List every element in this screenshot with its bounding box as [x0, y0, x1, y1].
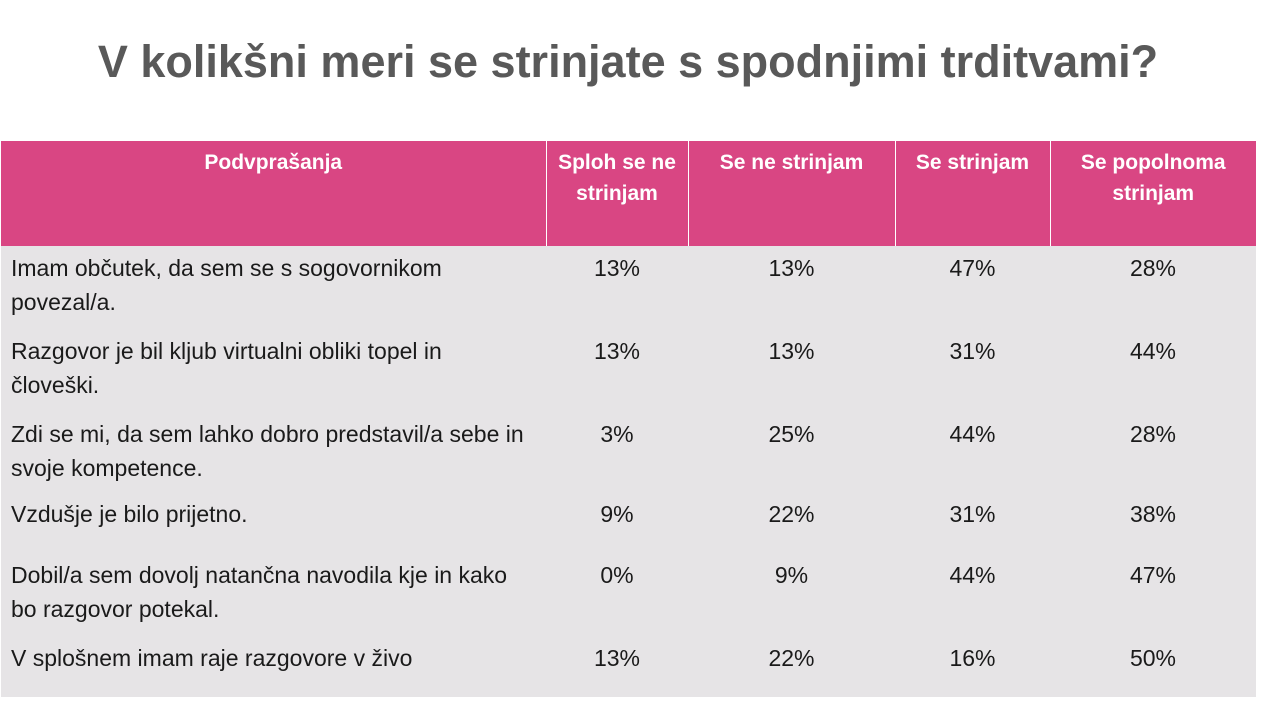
header-disagree: Se ne strinjam: [687, 141, 895, 246]
statement-cell: Dobil/a sem dovolj natančna navodila kje…: [1, 553, 546, 636]
value-cell: 22%: [688, 636, 895, 697]
table-row: Dobil/a sem dovolj natančna navodila kje…: [1, 553, 1256, 636]
value-cell: 47%: [895, 246, 1050, 329]
header-row: Podvprašanja Sploh se ne strinjam Se ne …: [1, 141, 1256, 246]
value-cell: 28%: [1050, 412, 1256, 492]
statement-cell: V splošnem imam raje razgovore v živo: [1, 636, 546, 697]
value-cell: 16%: [895, 636, 1050, 697]
table-row: Imam občutek, da sem se s sogovornikom p…: [1, 246, 1256, 329]
table-row: Vzdušje je bilo prijetno. 9% 22% 31% 38%: [1, 492, 1256, 553]
value-cell: 22%: [688, 492, 895, 553]
value-cell: 25%: [688, 412, 895, 492]
survey-table: Podvprašanja Sploh se ne strinjam Se ne …: [1, 141, 1256, 697]
value-cell: 13%: [688, 246, 895, 329]
value-cell: 28%: [1050, 246, 1256, 329]
value-cell: 31%: [895, 329, 1050, 412]
value-cell: 47%: [1050, 553, 1256, 636]
value-cell: 44%: [1050, 329, 1256, 412]
value-cell: 50%: [1050, 636, 1256, 697]
value-cell: 31%: [895, 492, 1050, 553]
value-cell: 13%: [546, 636, 688, 697]
value-cell: 44%: [895, 412, 1050, 492]
value-cell: 0%: [546, 553, 688, 636]
value-cell: 13%: [546, 246, 688, 329]
value-cell: 9%: [688, 553, 895, 636]
statement-cell: Vzdušje je bilo prijetno.: [1, 492, 546, 553]
header-subquestions: Podvprašanja: [1, 141, 546, 246]
header-strongly-disagree: Sploh se ne strinjam: [545, 141, 688, 246]
slide-title: V kolikšni meri se strinjate s spodnjimi…: [97, 36, 1159, 87]
table-row: Razgovor je bil kljub virtualni obliki t…: [1, 329, 1256, 412]
value-cell: 3%: [546, 412, 688, 492]
statement-cell: Zdi se mi, da sem lahko dobro predstavil…: [1, 412, 546, 492]
header-strongly-agree: Se popolnoma strinjam: [1049, 141, 1256, 246]
statement-cell: Imam občutek, da sem se s sogovornikom p…: [1, 246, 546, 329]
value-cell: 44%: [895, 553, 1050, 636]
value-cell: 38%: [1050, 492, 1256, 553]
table-row: Zdi se mi, da sem lahko dobro predstavil…: [1, 412, 1256, 492]
value-cell: 13%: [546, 329, 688, 412]
table-row: V splošnem imam raje razgovore v živo 13…: [1, 636, 1256, 697]
value-cell: 13%: [688, 329, 895, 412]
value-cell: 9%: [546, 492, 688, 553]
statement-cell: Razgovor je bil kljub virtualni obliki t…: [1, 329, 546, 412]
header-agree: Se strinjam: [894, 141, 1050, 246]
